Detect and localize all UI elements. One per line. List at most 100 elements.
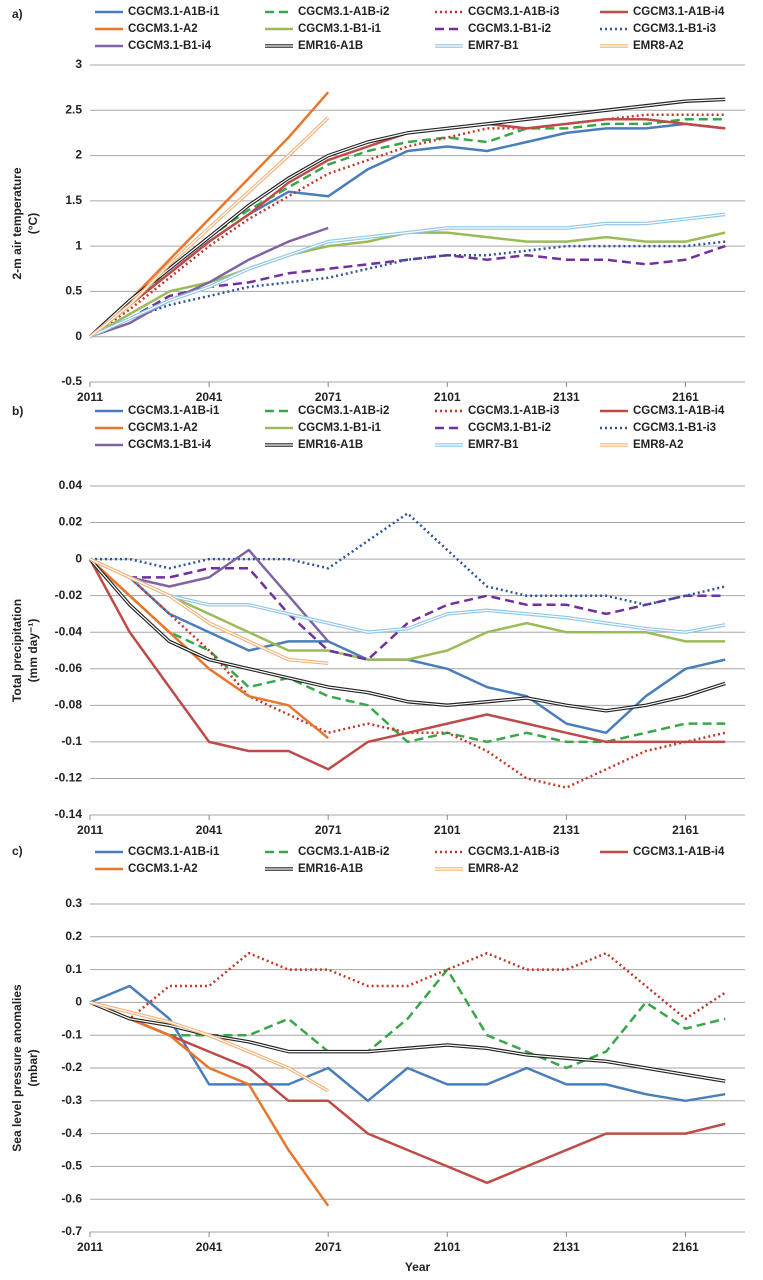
series-line <box>89 1001 726 1185</box>
series-line <box>89 557 726 661</box>
legend-label: CGCM3.1-A1B-i2 <box>298 405 389 417</box>
legend-label: EMR8-A2 <box>468 863 518 875</box>
legend-label: CGCM3.1-B1-i2 <box>468 23 551 35</box>
y-tick-label: -0.3 <box>61 1093 82 1107</box>
legend-label: CGCM3.1-B1-i4 <box>128 40 212 52</box>
y-tick-label: -0.5 <box>61 374 82 388</box>
x-tick-label: 2071 <box>315 1240 342 1254</box>
x-tick-label: 2101 <box>434 823 461 837</box>
legend-label: CGCM3.1-A1B-i2 <box>298 6 389 18</box>
y-tick-label: -0.12 <box>55 771 83 785</box>
y-tick-label: -0.04 <box>55 624 83 638</box>
series-line <box>89 91 330 338</box>
y-tick-label: 0.04 <box>59 478 83 492</box>
y-axis-label: (mm day⁻¹) <box>26 619 40 683</box>
x-tick-label: 2161 <box>672 1240 699 1254</box>
x-tick-label: 2011 <box>77 823 103 837</box>
y-axis-label: 2-m air temperature <box>10 167 24 279</box>
x-tick-label: 2071 <box>315 823 342 837</box>
y-tick-label: -0.06 <box>55 661 83 675</box>
x-tick-label: 2101 <box>434 390 461 404</box>
y-tick-label: 0 <box>75 551 82 565</box>
line-highlight <box>89 213 726 338</box>
y-axis-label: (mbar) <box>26 1049 40 1086</box>
x-tick-label: 2041 <box>196 823 223 837</box>
y-tick-label: -0.2 <box>61 1060 82 1074</box>
series-line <box>89 968 726 1070</box>
y-tick-label: 0.02 <box>59 515 83 529</box>
series-line <box>89 240 726 338</box>
x-tick-label: 2041 <box>196 390 223 404</box>
legend-label: CGCM3.1-A2 <box>128 863 198 875</box>
legend-label: EMR7-B1 <box>468 439 519 451</box>
y-tick-label: 0.1 <box>65 962 82 976</box>
series-line <box>89 1001 330 1207</box>
series-line <box>89 558 726 744</box>
y-tick-label: 2.5 <box>65 102 82 116</box>
line-highlight <box>89 558 726 633</box>
y-tick-label: -0.1 <box>61 1027 82 1041</box>
x-tick-label: 2131 <box>553 1240 580 1254</box>
series-line <box>89 557 329 666</box>
x-tick-label: 2131 <box>553 823 580 837</box>
series-line <box>89 557 726 789</box>
legend-label: CGCM3.1-A1B-i1 <box>128 405 220 417</box>
y-tick-label: -0.08 <box>55 698 83 712</box>
series-line <box>89 951 726 1021</box>
x-tick-label: 2041 <box>196 1240 223 1254</box>
y-tick-label: 0.2 <box>65 929 82 943</box>
legend-label: CGCM3.1-A2 <box>128 422 198 434</box>
x-axis-label: Year <box>405 1260 431 1274</box>
legend-label: CGCM3.1-A1B-i2 <box>298 846 389 858</box>
legend-label: CGCM3.1-A1B-i1 <box>128 846 220 858</box>
x-tick-label: 2011 <box>77 1240 103 1254</box>
legend-label: CGCM3.1-B1-i3 <box>633 23 716 35</box>
y-tick-label: 2 <box>75 148 82 162</box>
y-tick-label: 1 <box>75 238 82 252</box>
x-tick-label: 2011 <box>77 390 103 404</box>
x-tick-label: 2101 <box>434 1240 461 1254</box>
y-tick-label: 0 <box>75 329 82 343</box>
y-tick-label: 3 <box>75 57 82 71</box>
series-line <box>89 558 329 740</box>
y-tick-label: 0 <box>75 995 82 1009</box>
x-tick-label: 2131 <box>553 390 580 404</box>
legend-label: CGCM3.1-A1B-i1 <box>128 6 220 18</box>
y-tick-label: -0.5 <box>61 1159 82 1173</box>
line-highlight <box>89 1001 329 1092</box>
legend-label: EMR16-A1B <box>298 439 363 451</box>
y-tick-label: -0.1 <box>61 734 82 748</box>
legend-label: CGCM3.1-A1B-i3 <box>468 6 559 18</box>
legend-label: CGCM3.1-A1B-i3 <box>468 846 559 858</box>
panel-label: b) <box>12 404 23 418</box>
x-tick-label: 2161 <box>672 390 699 404</box>
y-axis-label: (°C) <box>26 213 40 234</box>
series-line <box>89 557 726 661</box>
legend-label: CGCM3.1-B1-i1 <box>298 422 382 434</box>
series-line <box>89 984 726 1103</box>
panel-label: a) <box>12 7 23 21</box>
line-highlight <box>89 117 329 338</box>
legend-label: EMR16-A1B <box>298 863 363 875</box>
y-axis-label: Sea level pressure anomalies <box>10 984 24 1152</box>
x-tick-label: 2071 <box>315 390 342 404</box>
legend-label: CGCM3.1-A1B-i4 <box>633 6 725 18</box>
series-line <box>89 118 726 338</box>
legend-label: CGCM3.1-A1B-i4 <box>633 405 725 417</box>
legend-label: CGCM3.1-B1-i3 <box>633 422 716 434</box>
line-highlight <box>89 558 329 664</box>
y-tick-label: 0.3 <box>65 896 82 910</box>
line-highlight <box>89 98 726 338</box>
x-tick-label: 2161 <box>672 823 699 837</box>
line-highlight <box>89 558 726 712</box>
legend-label: CGCM3.1-B1-i1 <box>298 23 382 35</box>
legend-label: EMR16-A1B <box>298 40 363 52</box>
series-line <box>89 226 329 338</box>
y-axis-label: Total precipitation <box>10 599 24 702</box>
legend-label: CGCM3.1-B1-i2 <box>468 422 551 434</box>
y-tick-label: -0.4 <box>61 1126 82 1140</box>
legend-label: CGCM3.1-A1B-i3 <box>468 405 559 417</box>
y-tick-label: 1.5 <box>65 193 82 207</box>
y-tick-label: -0.14 <box>55 807 83 821</box>
